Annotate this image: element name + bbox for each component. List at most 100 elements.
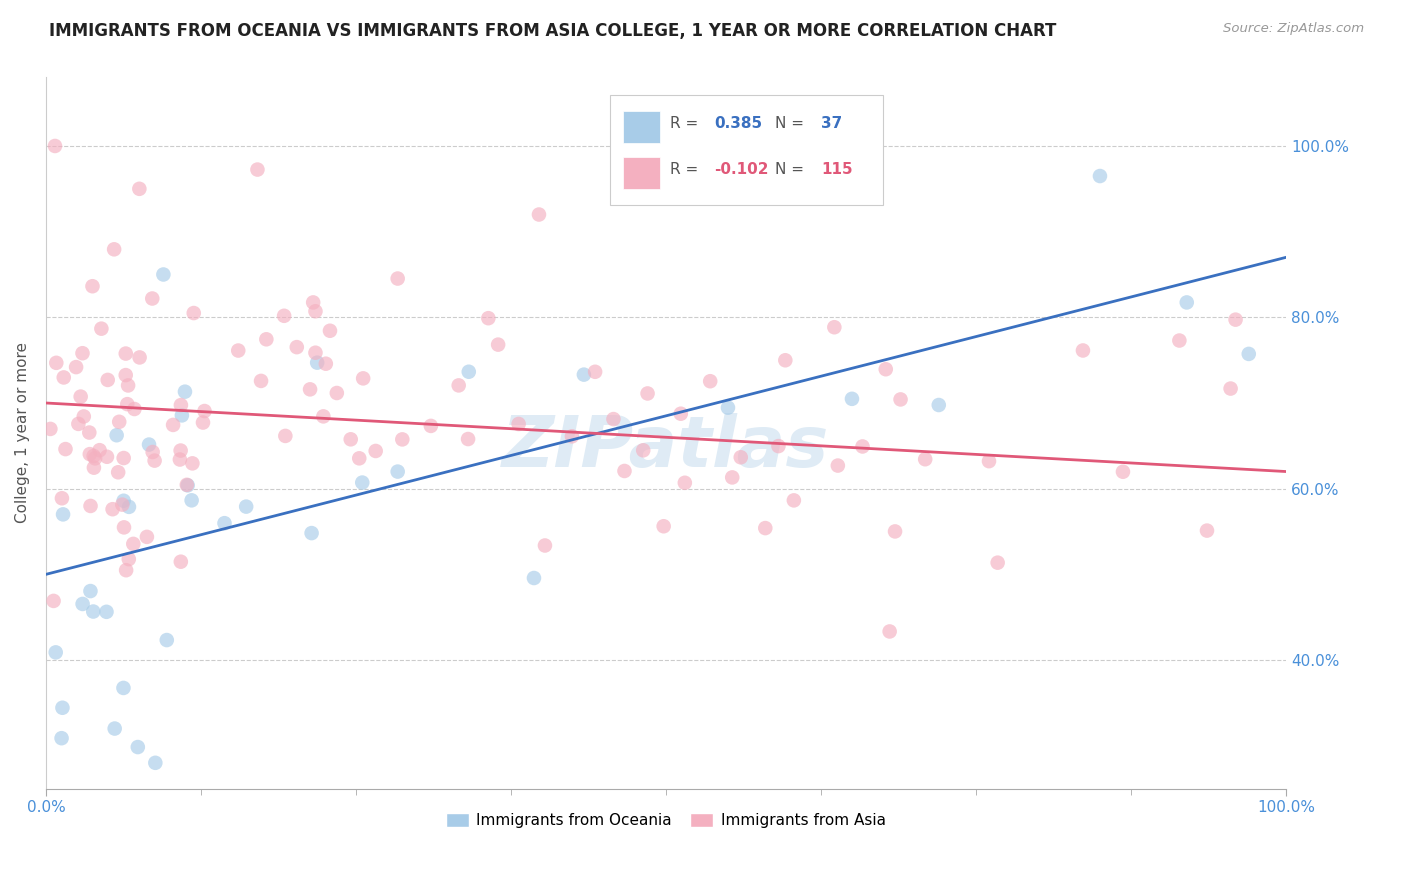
Point <box>302 295 325 310</box>
Point <box>143 453 166 467</box>
Point <box>352 475 374 490</box>
Point <box>486 337 509 351</box>
Point <box>122 537 145 551</box>
Point <box>51 491 73 506</box>
Point <box>169 443 191 458</box>
Point <box>527 207 550 221</box>
Point <box>561 429 583 443</box>
FancyBboxPatch shape <box>623 157 659 189</box>
Point <box>52 508 75 522</box>
Point <box>304 304 326 318</box>
Point <box>254 332 277 346</box>
Point <box>273 309 295 323</box>
Text: -0.102: -0.102 <box>714 162 769 178</box>
Point <box>214 516 236 531</box>
Point <box>523 571 546 585</box>
Point <box>39 422 62 436</box>
Point <box>176 478 198 492</box>
Point <box>96 605 118 619</box>
Point <box>987 556 1010 570</box>
Point <box>352 371 374 385</box>
Point <box>174 384 197 399</box>
Point <box>117 397 139 411</box>
Point <box>79 425 101 440</box>
Point <box>319 324 342 338</box>
Point <box>1168 334 1191 348</box>
Text: ZIPatlas: ZIPatlas <box>502 413 830 482</box>
Text: IMMIGRANTS FROM OCEANIA VS IMMIGRANTS FROM ASIA COLLEGE, 1 YEAR OR MORE CORRELAT: IMMIGRANTS FROM OCEANIA VS IMMIGRANTS FR… <box>49 22 1056 40</box>
Point <box>457 365 479 379</box>
Point <box>583 365 606 379</box>
Point <box>42 594 65 608</box>
Point <box>83 460 105 475</box>
Point <box>112 493 135 508</box>
Point <box>72 346 94 360</box>
Point <box>304 345 326 359</box>
Point <box>534 539 557 553</box>
Point <box>156 633 179 648</box>
Point <box>82 605 104 619</box>
Point <box>89 443 111 458</box>
Point <box>112 520 135 534</box>
Point <box>72 597 94 611</box>
Point <box>699 374 721 388</box>
Point <box>69 390 91 404</box>
Point <box>112 681 135 695</box>
Point <box>841 392 863 406</box>
Legend: Immigrants from Oceania, Immigrants from Asia: Immigrants from Oceania, Immigrants from… <box>440 806 893 834</box>
Point <box>285 340 308 354</box>
Point <box>170 555 193 569</box>
FancyBboxPatch shape <box>623 112 659 144</box>
Point <box>652 519 675 533</box>
Point <box>135 530 157 544</box>
Point <box>45 645 67 659</box>
Point <box>477 311 499 326</box>
Point <box>447 378 470 392</box>
Point <box>246 162 269 177</box>
Text: Source: ZipAtlas.com: Source: ZipAtlas.com <box>1223 22 1364 36</box>
Text: N =: N = <box>775 162 808 178</box>
Point <box>1219 382 1241 396</box>
Point <box>1195 524 1218 538</box>
Point <box>457 432 479 446</box>
Point <box>717 401 740 415</box>
Point <box>387 271 409 285</box>
Point <box>191 416 214 430</box>
Point <box>1071 343 1094 358</box>
Point <box>115 563 138 577</box>
Point <box>90 321 112 335</box>
Point <box>101 502 124 516</box>
Point <box>79 447 101 461</box>
Point <box>339 433 361 447</box>
Point <box>103 243 125 257</box>
Point <box>193 404 215 418</box>
Point <box>51 700 73 714</box>
Point <box>124 402 146 417</box>
Point <box>82 279 104 293</box>
Point <box>301 526 323 541</box>
Point <box>79 499 101 513</box>
Point <box>775 353 797 368</box>
Point <box>419 418 441 433</box>
Point <box>143 756 166 770</box>
Point <box>114 346 136 360</box>
Point <box>226 343 249 358</box>
Point <box>170 398 193 412</box>
Point <box>508 417 530 431</box>
Text: R =: R = <box>669 116 703 131</box>
Point <box>326 386 349 401</box>
Point <box>108 415 131 429</box>
Point <box>823 320 845 334</box>
Point <box>879 624 901 639</box>
Point <box>142 445 165 459</box>
Point <box>1237 347 1260 361</box>
Text: 37: 37 <box>821 116 842 131</box>
Point <box>602 412 624 426</box>
Point <box>169 452 191 467</box>
Point <box>128 351 150 365</box>
Point <box>768 439 790 453</box>
Point <box>827 458 849 473</box>
Point <box>52 370 75 384</box>
Point <box>183 306 205 320</box>
Point <box>721 470 744 484</box>
